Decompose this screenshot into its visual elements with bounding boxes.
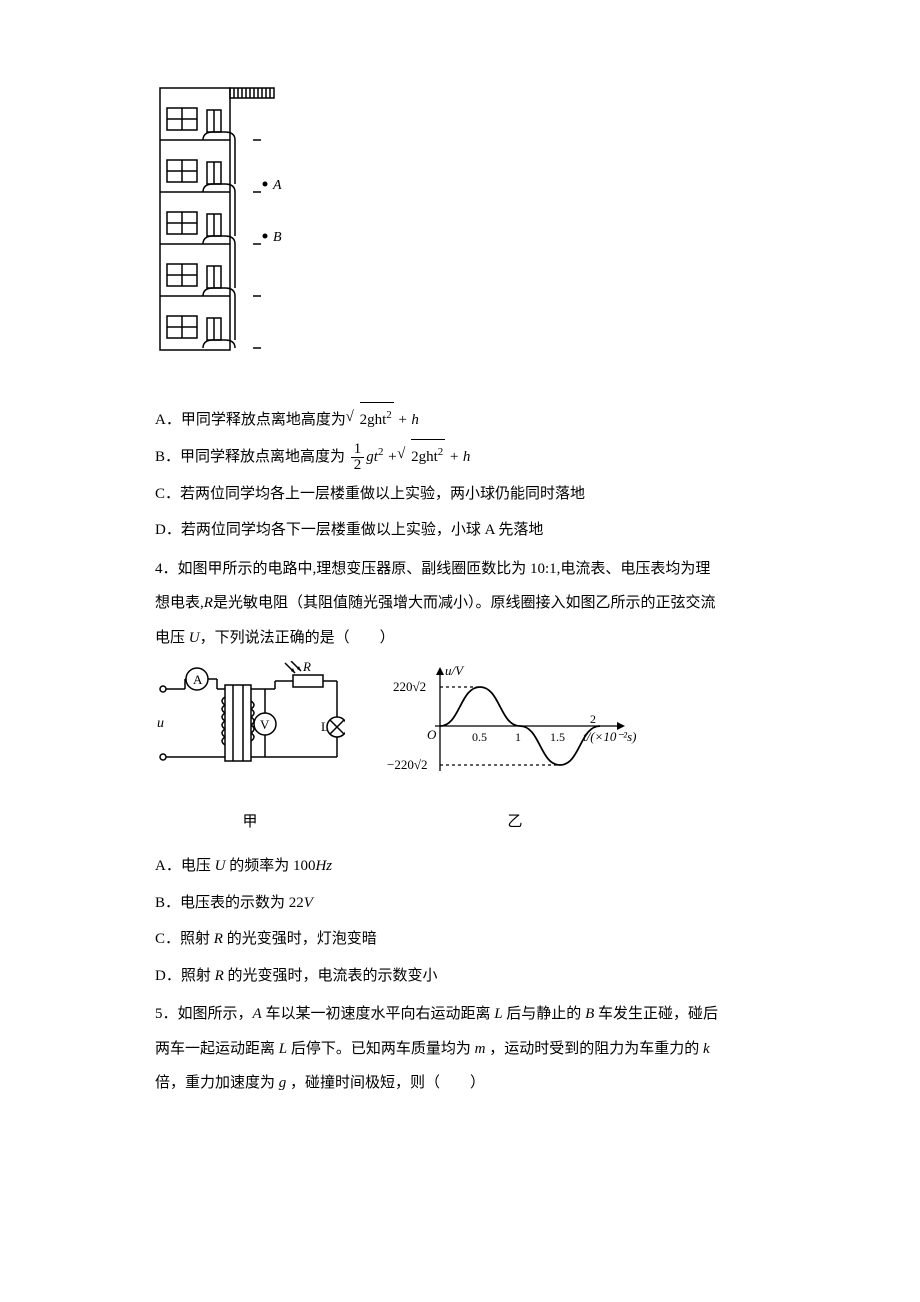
svg-text:u/V: u/V xyxy=(445,663,465,678)
q4-figures: u A xyxy=(155,661,765,839)
svg-text:−220√2: −220√2 xyxy=(387,757,427,772)
svg-text:1.5: 1.5 xyxy=(550,730,565,744)
q3-a-prefix: A．甲同学释放点离地高度为 xyxy=(155,412,346,428)
svg-text:O: O xyxy=(427,727,437,742)
q3-option-c: C．若两位同学均各上一层楼重做以上实验，两小球仍能同时落地 xyxy=(155,477,765,512)
q4-option-a: A．电压 U 的频率为 100Hz xyxy=(155,849,765,884)
svg-text:0.5: 0.5 xyxy=(472,730,487,744)
page-content: A B A．甲同学释放点离地高度为 2ght2 + h B．甲同学释放点离地高度… xyxy=(0,0,920,1161)
q5-stem: 5．如图所示，A 车以某一初速度水平向右运动距离 L 后与静止的 B 车发生正碰… xyxy=(155,997,765,1101)
svg-text:220√2: 220√2 xyxy=(393,679,426,694)
q4-option-d: D．照射 R 的光变强时，电流表的示数变小 xyxy=(155,959,765,994)
svg-text:L: L xyxy=(321,719,329,734)
graph-caption: 乙 xyxy=(385,805,645,840)
q3-option-d: D．若两位同学均各下一层楼重做以上实验，小球 A 先落地 xyxy=(155,513,765,548)
q4-option-b: B．电压表的示数为 22V xyxy=(155,886,765,921)
svg-text:V: V xyxy=(260,717,270,732)
svg-text:2: 2 xyxy=(590,712,596,726)
svg-text:1: 1 xyxy=(515,730,521,744)
point-a-label: A xyxy=(272,178,282,193)
q4-stem: 4．如图甲所示的电路中,理想变压器原、副线圈匝数比为 10:1,电流表、电压表均… xyxy=(155,552,765,656)
point-b-label: B xyxy=(273,230,282,245)
svg-text:u: u xyxy=(157,716,164,731)
circuit-caption: 甲 xyxy=(155,805,345,840)
svg-text:A: A xyxy=(193,672,203,687)
circuit-figure: u A xyxy=(155,661,345,839)
sine-graph-figure: u/V t/(×10⁻²s) 220√2 −220√2 O 0.5 1 1.5 … xyxy=(385,661,645,839)
building-svg: A B xyxy=(155,80,295,360)
building-figure: A B xyxy=(155,80,765,374)
svg-text:R: R xyxy=(302,661,311,674)
q3-option-a: A．甲同学释放点离地高度为 2ght2 + h xyxy=(155,402,765,438)
q3-b-prefix: B．甲同学释放点离地高度为 xyxy=(155,449,345,465)
svg-text:t/(×10⁻²s): t/(×10⁻²s) xyxy=(583,729,636,744)
q3-option-b: B．甲同学释放点离地高度为 12gt2 + 2ght2 + h xyxy=(155,439,765,475)
q4-option-c: C．照射 R 的光变强时，灯泡变暗 xyxy=(155,922,765,957)
